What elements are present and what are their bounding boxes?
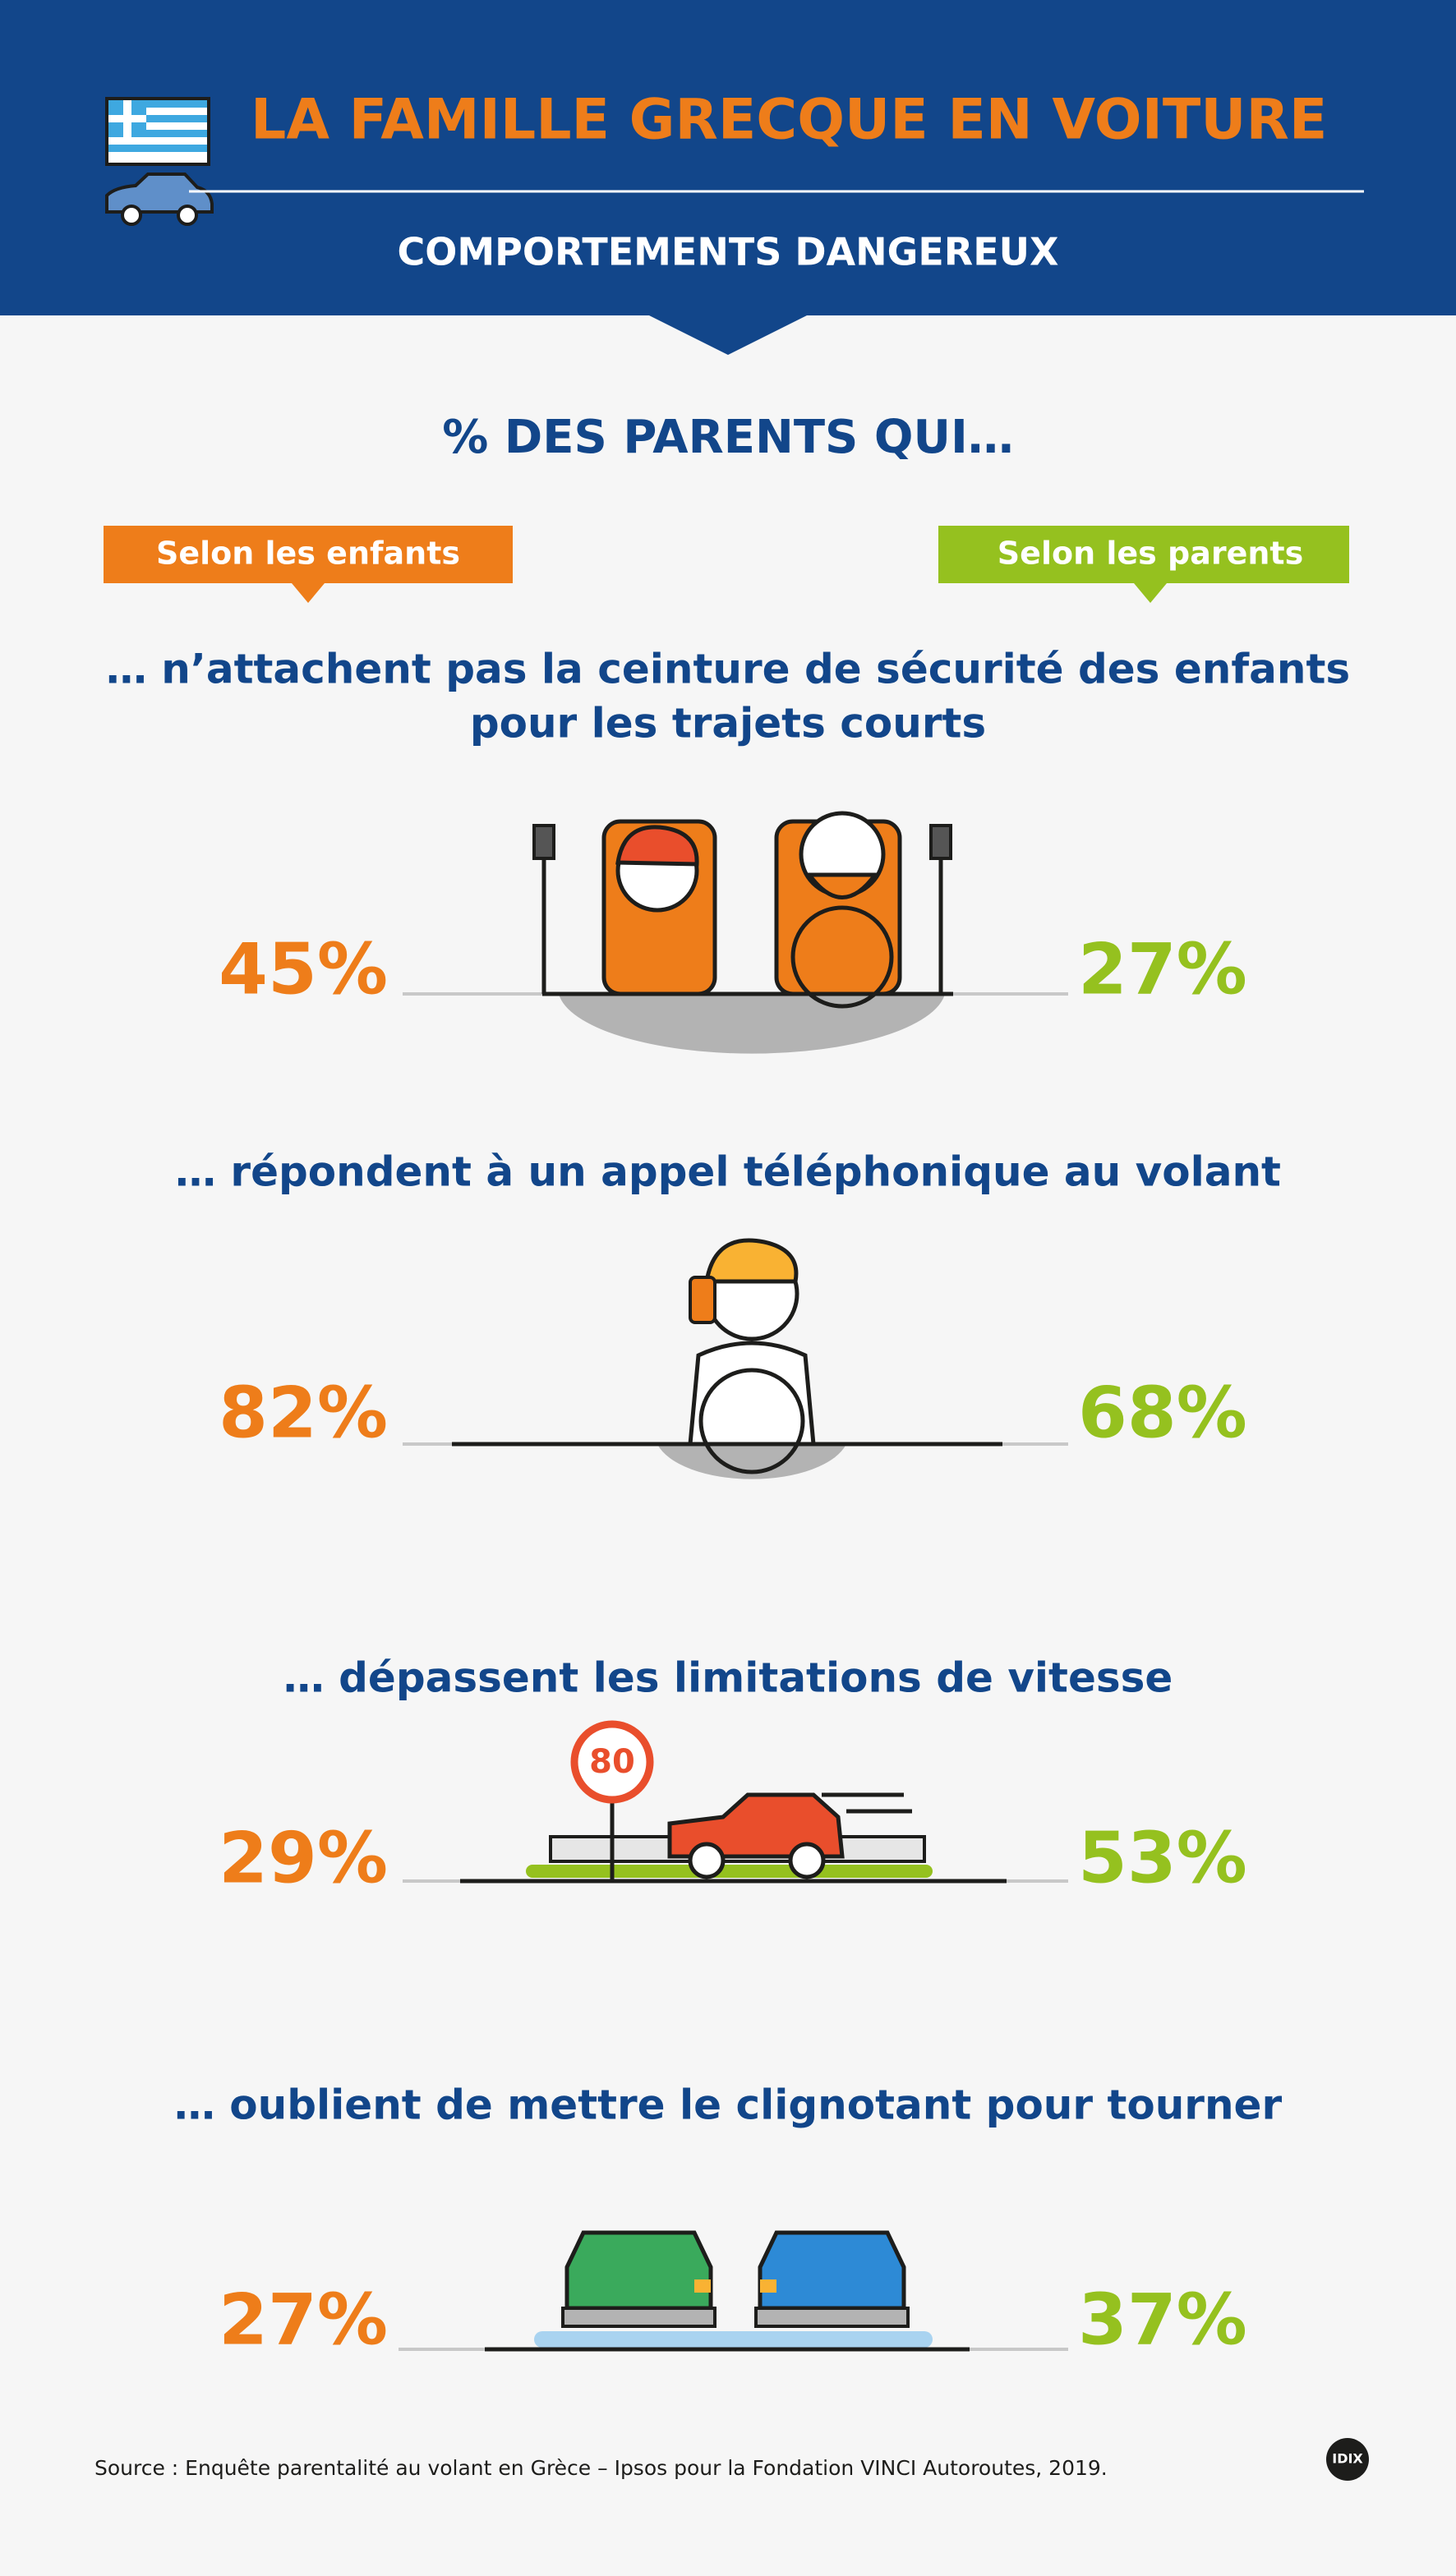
- logo-disc: [1326, 2438, 1369, 2481]
- parents-percent: 68%: [1078, 1372, 1247, 1454]
- children-percent: 27%: [219, 2279, 388, 2361]
- legend-left-box: [104, 526, 513, 583]
- icon-blinker: [399, 2230, 1068, 2352]
- parents-percent: 53%: [1078, 1817, 1247, 1899]
- parents-percent: 27%: [1078, 928, 1247, 1010]
- source: Source : Enquête parentalité au volant e…: [94, 2456, 1108, 2480]
- legend-right-box: [938, 526, 1349, 583]
- question: … n’attachent pas la ceinture de sécurit…: [106, 646, 1350, 693]
- logo: IDIX: [1332, 2451, 1363, 2467]
- header-band: [0, 0, 1456, 315]
- children-percent: 29%: [219, 1817, 388, 1899]
- question: … dépassent les limitations de vitesse: [283, 1654, 1173, 1702]
- parents-percent: 37%: [1078, 2279, 1247, 2361]
- title: LA FAMILLE GRECQUE EN VOITURE: [251, 88, 1327, 153]
- icon-seatbelt: [403, 811, 1068, 1054]
- legend-left: Selon les enfants: [156, 536, 460, 572]
- speed-sign: 80: [589, 1743, 635, 1781]
- heading: % DES PARENTS QUI…: [442, 411, 1014, 464]
- flag: [105, 97, 210, 166]
- icon-phone: [403, 1238, 1068, 1479]
- icon-speed: [403, 1720, 1068, 1884]
- legend-right-pointer: [1134, 583, 1167, 603]
- legend-left-pointer: [292, 583, 325, 603]
- children-percent: 45%: [219, 928, 388, 1010]
- question: pour les trajets courts: [470, 700, 986, 748]
- legend-right: Selon les parents: [998, 536, 1303, 572]
- car-icon: [105, 172, 214, 226]
- header-pointer: [649, 315, 807, 355]
- subtitle: COMPORTEMENTS DANGEREUX: [398, 230, 1059, 274]
- question: … oublient de mettre le clignotant pour …: [174, 2082, 1283, 2129]
- children-percent: 82%: [219, 1372, 388, 1454]
- question: … répondent à un appel téléphonique au v…: [175, 1148, 1281, 1196]
